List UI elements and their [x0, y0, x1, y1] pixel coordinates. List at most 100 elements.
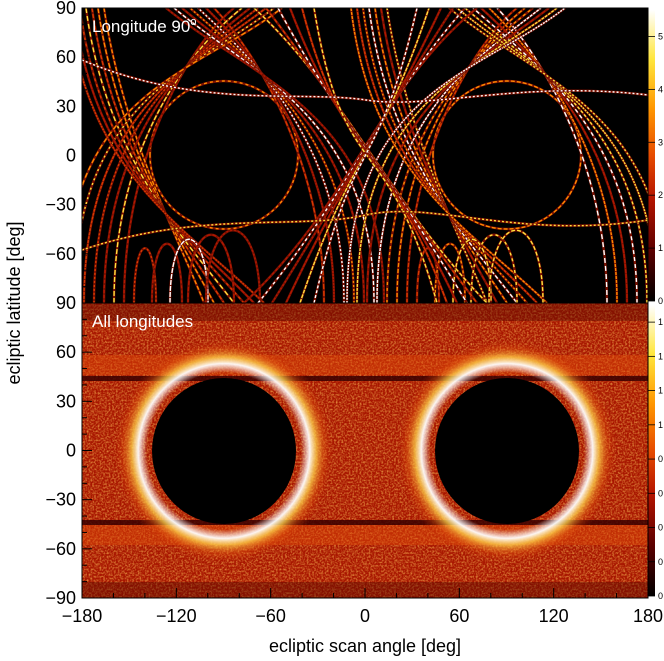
top-y-axis: 90 60 30 0 −30 −60	[45, 0, 92, 304]
colorbar-tick-label: 0	[658, 296, 663, 306]
bottom-heatmap	[82, 303, 648, 598]
y-tick-label: −60	[45, 539, 76, 559]
scan-path-segment	[470, 234, 518, 303]
scan-path-segment	[448, 8, 648, 196]
y-tick-label: −30	[45, 195, 76, 215]
scan-path-segment	[313, 8, 438, 303]
scan-path-segment	[82, 59, 648, 103]
y-tick-label: 30	[56, 391, 76, 411]
scan-path-segment	[103, 8, 251, 303]
bottom-panel: All longitudes 90 60 30 0 −30 −60 −90 −180 −120…	[45, 293, 663, 626]
y-tick-label: 60	[56, 342, 76, 362]
y-tick-label: 90	[56, 0, 76, 18]
scan-path-segment	[480, 8, 628, 303]
scan-path-segment	[165, 8, 385, 303]
right-hole	[435, 378, 579, 524]
scan-path-segment	[82, 50, 255, 303]
y-tick-label: 30	[56, 96, 76, 116]
scan-path-segment	[97, 8, 215, 303]
x-tick-label: 60	[449, 606, 469, 626]
scan-path-segment	[456, 8, 648, 227]
scan-path-segment	[386, 8, 488, 303]
scan-path-segment	[85, 8, 235, 303]
scan-path-segment	[82, 210, 648, 251]
scan-path	[150, 242, 184, 303]
upper-dark-band	[82, 376, 648, 381]
colorbar-tick-label: 1	[658, 351, 663, 361]
colorbar-tick-label: 0	[658, 454, 663, 464]
top-colorbar	[648, 10, 655, 301]
colorbar-tick-label: 2	[658, 190, 663, 200]
scan-path-segment	[133, 247, 157, 303]
scan-path-segment	[380, 8, 498, 303]
scan-path-segment	[149, 80, 299, 230]
scan-path-segment	[396, 8, 526, 303]
bottom-colorbar-ticks: 1 1 1 1 0 0 0 0 0	[648, 317, 663, 601]
scan-path-segment	[83, 8, 267, 303]
colorbar-tick-label: 0	[658, 488, 663, 498]
colorbar-tick-label: 1	[658, 420, 663, 430]
bottom-colorbar	[648, 305, 655, 596]
colorbar-tick-label: 5	[658, 31, 663, 41]
scan-path-segment	[189, 8, 355, 303]
scan-path	[464, 8, 648, 303]
x-tick-label: −180	[62, 606, 103, 626]
scan-path-segment	[356, 8, 558, 303]
colorbar-tick-label: 3	[658, 137, 663, 147]
x-tick-label: −120	[156, 606, 197, 626]
bottom-y-axis: 90 60 30 0 −30 −60 −90	[45, 293, 92, 608]
scan-path-segment	[472, 8, 638, 303]
scan-path-segment	[376, 8, 542, 303]
scan-path-segment	[205, 229, 261, 303]
scan-path-segment	[82, 16, 245, 303]
scan-path-segment	[173, 8, 375, 303]
top-panel-label: Longitude 90o	[92, 16, 196, 36]
x-tick-label: −60	[255, 606, 286, 626]
colorbar-tick-label: 1	[658, 386, 663, 396]
scan-path	[82, 8, 275, 227]
y-tick-label: 0	[66, 441, 76, 461]
colorbar-tick-label: 0	[658, 591, 663, 601]
scan-path-segment	[169, 238, 209, 303]
x-axis-title: ecliptic scan angle [deg]	[269, 636, 461, 656]
x-tick-label: 120	[539, 606, 569, 626]
scan-path-segment	[432, 80, 582, 230]
scan-path-segment	[113, 8, 243, 303]
scan-path-segment	[82, 8, 283, 189]
scan-path-segment	[356, 8, 538, 303]
x-tick-label: 0	[360, 606, 370, 626]
x-tick-label: 180	[633, 606, 663, 626]
scan-path-segment	[253, 8, 488, 303]
scan-path-segment	[366, 8, 550, 303]
scan-path-segment	[265, 8, 478, 303]
scan-path-segment	[368, 8, 518, 303]
scan-path-segment	[488, 8, 618, 303]
scan-path-segment	[187, 234, 235, 303]
scan-path-segment	[197, 8, 345, 303]
scan-path-segment	[386, 8, 534, 303]
lower-dark-band	[82, 520, 648, 525]
colorbar-tick-label: 1	[658, 317, 663, 327]
scan-path	[181, 8, 366, 303]
scan-path-segment	[406, 8, 518, 303]
scan-path-segment	[362, 8, 528, 303]
scan-path-segment	[452, 238, 492, 303]
scan-path-segment	[313, 8, 418, 303]
y-tick-label: −30	[45, 490, 76, 510]
colorbar-tick-label: 0	[658, 523, 663, 533]
top-panel: Longitude 90o 90 60 30 0 −30 −60 5 4 3 2 1 0	[45, 0, 663, 306]
y-tick-label: 60	[56, 47, 76, 67]
y-axis-title: ecliptic latitude [deg]	[4, 221, 24, 384]
scan-path-segment	[488, 229, 544, 303]
x-axis: −180 −120 −60 0 60 120 180	[62, 588, 663, 626]
y-tick-label: −60	[45, 244, 76, 264]
colorbar-tick-label: 1	[658, 243, 663, 253]
y-tick-label: 0	[66, 146, 76, 166]
scan-path-segment	[103, 8, 205, 303]
colorbar-tick-label: 0	[658, 557, 663, 567]
y-tick-label: 90	[56, 293, 76, 313]
bottom-panel-frame	[81, 302, 649, 599]
scan-path-segment	[93, 8, 259, 303]
top-colorbar-ticks: 5 4 3 2 1 0	[648, 31, 663, 306]
